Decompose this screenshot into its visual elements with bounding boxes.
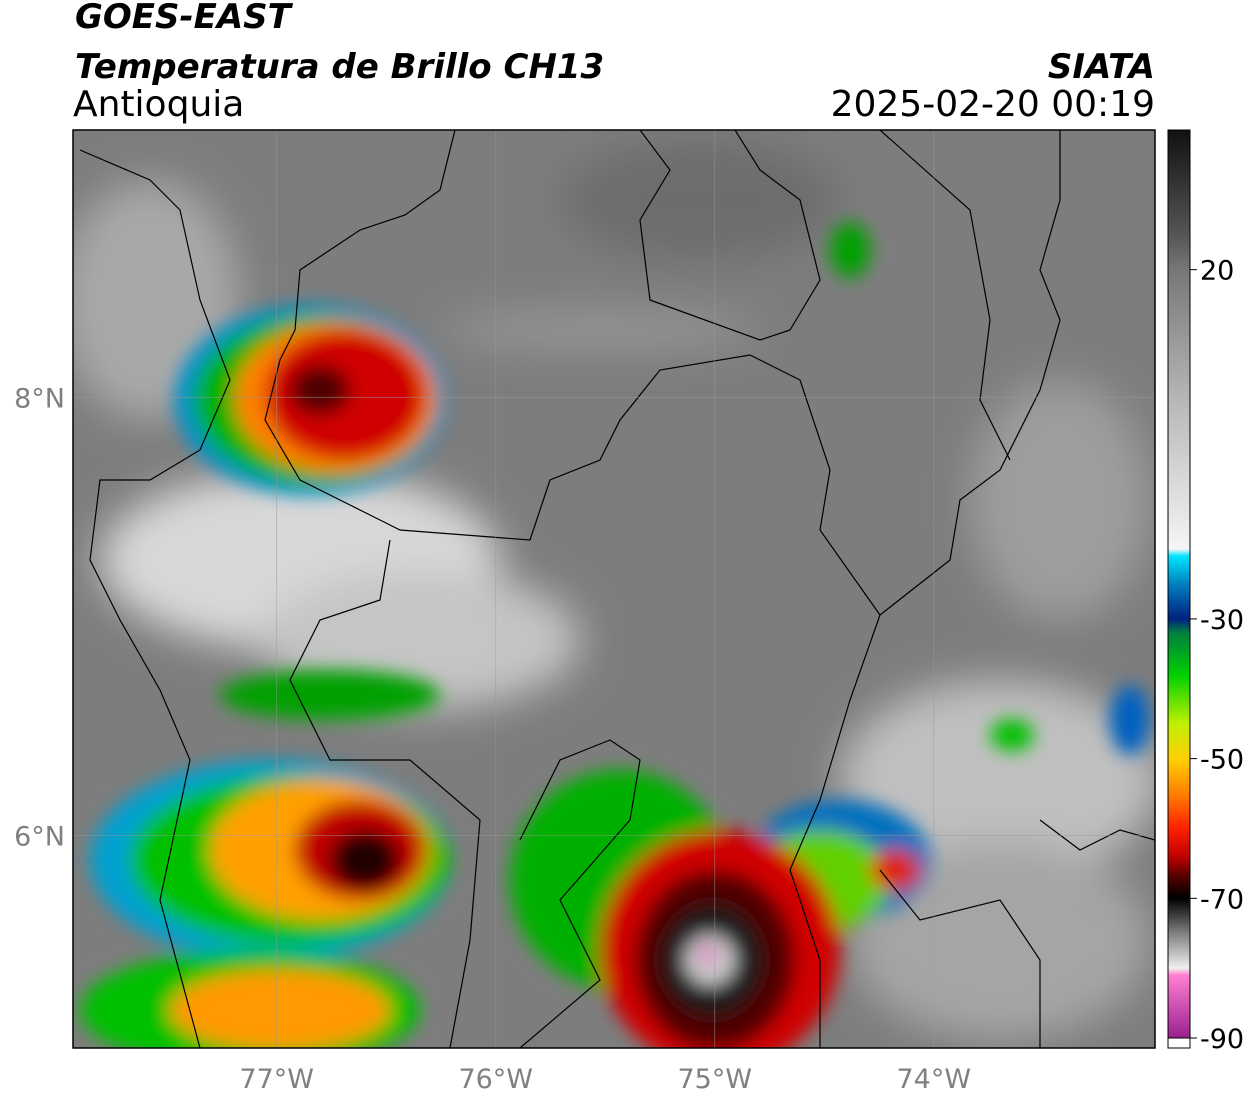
boundaries [79, 130, 1155, 1048]
y-tick-label: 8°N [14, 383, 65, 414]
colorbar-tick-label: -90 [1200, 1024, 1244, 1055]
x-tick-label: 75°W [677, 1064, 752, 1095]
y-tick-label: 6°N [14, 821, 65, 852]
subtitle: Temperatura de Brillo CH13 [75, 47, 604, 87]
colorbar-tick-label: -70 [1200, 884, 1244, 915]
colorbar-under [1167, 1037, 1191, 1049]
colorbar-frame [1167, 129, 1191, 1049]
source: SIATA [1048, 47, 1155, 87]
title: GOES-EAST [75, 0, 294, 37]
x-tick-label: 77°W [239, 1064, 314, 1095]
colorbar [1168, 130, 1190, 1038]
region: Antioquia [73, 84, 244, 125]
x-tick-label: 74°W [897, 1064, 972, 1095]
cloud-field [73, 140, 1155, 1040]
map-frame [72, 129, 1156, 1049]
colorbar-tick-label: -50 [1200, 745, 1244, 776]
graticule [73, 130, 1155, 1048]
satellite-image [73, 130, 1155, 1048]
datetime: 2025-02-20 00:19 [831, 84, 1155, 125]
colorbar-tick-label: -30 [1200, 605, 1244, 636]
x-tick-label: 76°W [458, 1064, 533, 1095]
colorbar-tick-label: 20 [1200, 256, 1234, 287]
